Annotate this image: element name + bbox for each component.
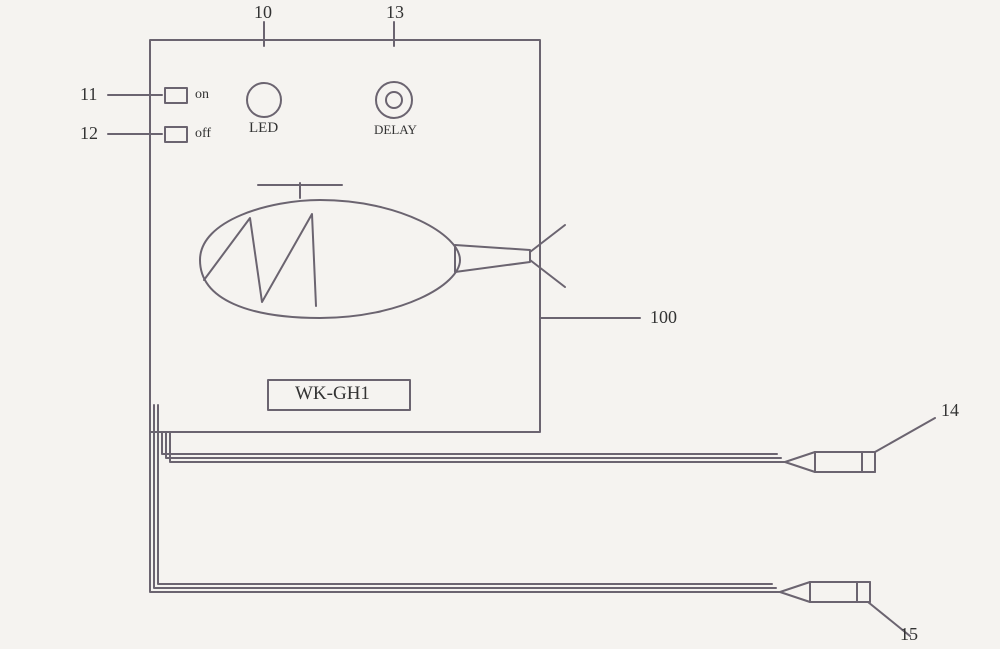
wire-inner-1 [154, 432, 875, 472]
callout-conn15: 15 [900, 624, 918, 645]
wire-inner-3 [162, 432, 777, 454]
helicopter-tail-fin-bottom [530, 260, 565, 287]
callout-led: 10 [254, 2, 272, 23]
on-label: on [195, 87, 209, 103]
delay-knob-inner [386, 92, 402, 108]
off-label: off [195, 126, 211, 142]
helicopter-body [200, 200, 460, 318]
off-button [165, 127, 187, 142]
delay-knob [376, 82, 412, 118]
on-button [165, 88, 187, 103]
callout-delay: 13 [386, 2, 404, 23]
wiring-diagram [0, 0, 1000, 649]
callout-conn14: 14 [941, 400, 959, 421]
connector-bottom [810, 582, 870, 602]
helicopter-tail-fin-top [530, 225, 565, 252]
connector-top [815, 452, 875, 472]
callout-off: 12 [80, 123, 98, 144]
wire-outer-1 [150, 405, 870, 602]
led-label: LED [249, 120, 278, 137]
helicopter-rotor [258, 183, 342, 198]
helicopter-tail-boom [455, 245, 530, 272]
model-label: WK-GH1 [295, 383, 370, 405]
delay-label: DELAY [374, 122, 417, 138]
callout-on: 11 [80, 84, 97, 105]
callout-box: 100 [650, 307, 677, 328]
helicopter-zigzag [204, 214, 316, 306]
leader-conn14 [875, 418, 935, 452]
led-indicator [247, 83, 281, 117]
